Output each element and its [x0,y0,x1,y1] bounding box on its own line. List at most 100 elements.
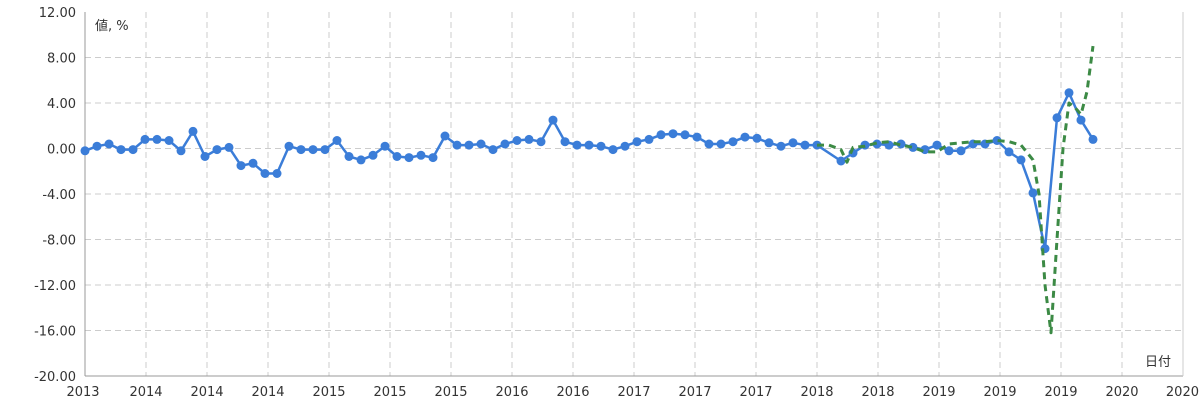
data-point[interactable] [704,139,714,149]
data-point[interactable] [116,145,126,155]
data-point[interactable] [992,136,1002,145]
data-point[interactable] [308,145,318,155]
data-point[interactable] [248,158,258,168]
x-tick-label: 2014 [129,385,162,400]
data-point[interactable] [956,146,966,156]
data-point[interactable] [80,146,90,156]
data-point[interactable] [500,139,510,149]
data-point[interactable] [524,134,534,144]
data-point[interactable] [428,153,438,163]
y-tick-label: -12.00 [34,279,76,294]
data-point[interactable] [800,140,810,150]
x-tick-label: 2020 [1166,385,1199,400]
x-tick-label: 2017 [617,385,650,400]
axes [84,12,1184,377]
data-point[interactable] [272,169,282,178]
data-point[interactable] [488,145,498,155]
x-tick-label: 2017 [678,385,711,400]
data-point[interactable] [152,134,162,144]
y-tick-label: 8.00 [47,52,76,67]
x-tick-label: 2013 [66,385,99,400]
data-point[interactable] [1004,147,1014,157]
data-point[interactable] [836,156,846,166]
data-point[interactable] [200,152,210,161]
x-tick-label: 2016 [495,385,528,400]
x-tick-label: 2014 [251,385,284,400]
data-point[interactable] [344,152,354,161]
data-point[interactable] [404,153,414,163]
data-point[interactable] [908,142,918,152]
data-point[interactable] [296,145,306,155]
x-tick-label: 2019 [983,385,1016,400]
data-point[interactable] [1088,134,1098,144]
data-point[interactable] [440,131,450,141]
y-tick-label: -16.00 [34,325,76,340]
data-point[interactable] [584,140,594,150]
x-tick-label: 2019 [1044,385,1077,400]
y-tick-label: -20.00 [34,370,76,385]
data-point[interactable] [572,140,582,150]
data-point[interactable] [536,137,546,147]
data-point[interactable] [728,137,738,147]
data-point[interactable] [896,139,906,149]
data-point[interactable] [1028,188,1038,198]
data-point[interactable] [668,129,678,139]
data-point[interactable] [752,133,762,143]
data-point[interactable] [632,137,642,147]
x-tick-label: 2020 [1105,385,1138,400]
data-point[interactable] [176,146,186,156]
data-point[interactable] [1064,88,1074,98]
data-point[interactable] [692,132,702,142]
data-point[interactable] [680,130,690,140]
series-line-2 [817,45,1095,335]
data-point[interactable] [644,134,654,144]
data-point[interactable] [740,132,750,142]
data-point[interactable] [236,161,246,171]
data-point[interactable] [284,141,294,151]
data-point[interactable] [776,141,786,151]
data-point[interactable] [608,145,618,155]
data-point[interactable] [560,137,570,147]
data-point[interactable] [764,138,774,148]
y-tick-label: -8.00 [42,234,76,249]
data-point[interactable] [356,155,366,165]
x-tick-label: 2017 [739,385,772,400]
data-point[interactable] [104,139,114,149]
data-point[interactable] [380,141,390,151]
data-point[interactable] [1052,113,1062,123]
data-point[interactable] [716,139,726,149]
data-point[interactable] [452,140,462,150]
data-point[interactable] [320,145,330,155]
series-group [80,45,1098,335]
y-tick-label: 0.00 [47,143,76,158]
data-point[interactable] [92,141,102,151]
data-point[interactable] [476,139,486,149]
data-point[interactable] [944,146,954,156]
x-tick-label: 2018 [800,385,833,400]
data-point[interactable] [512,136,522,145]
data-point[interactable] [464,140,474,150]
data-point[interactable] [932,140,942,150]
gridlines [85,12,1183,376]
data-point[interactable] [1076,115,1086,125]
data-point[interactable] [1016,155,1026,165]
data-point[interactable] [788,138,798,148]
data-point[interactable] [620,141,630,151]
data-point[interactable] [368,150,378,160]
data-point[interactable] [188,126,198,136]
data-point[interactable] [416,150,426,160]
data-point[interactable] [212,145,222,155]
data-point[interactable] [224,142,234,152]
x-tick-label: 2015 [373,385,406,400]
data-point[interactable] [140,134,150,144]
data-point[interactable] [596,141,606,151]
data-point[interactable] [128,145,138,155]
data-point[interactable] [656,130,666,140]
data-point[interactable] [164,136,174,145]
x-tick-label: 2019 [922,385,955,400]
data-point[interactable] [260,169,270,178]
data-point[interactable] [332,136,342,145]
data-point[interactable] [392,152,402,161]
data-point[interactable] [548,115,558,125]
